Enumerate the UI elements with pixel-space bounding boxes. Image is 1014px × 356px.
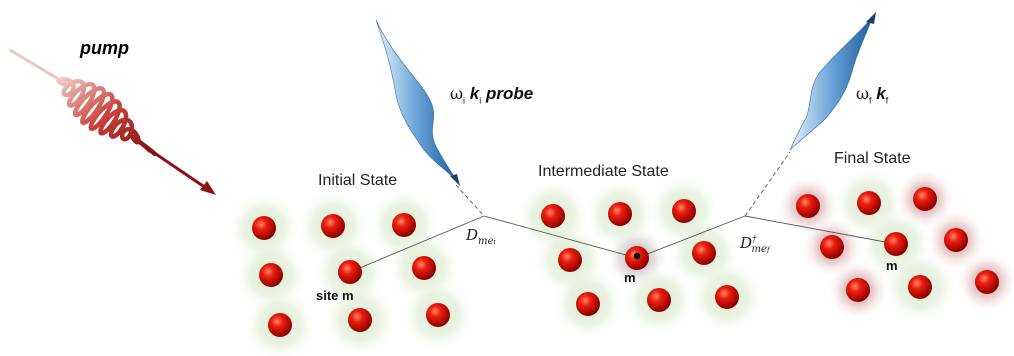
operator-out-sub: me [751,244,767,255]
final-atom-2 [857,191,881,215]
final-state-label: Final State [834,150,911,167]
intermediate-atom-3 [672,199,696,223]
probe-in-label: ωi ki probe [450,84,533,105]
initial-atom-2 [321,214,345,238]
path-vertex-2-to-final-m [744,215,897,245]
final-atom-9 [975,270,999,294]
probe-out-dashed-line [744,151,791,217]
path-vertex-1-to-m [483,215,638,259]
path-m-to-vertex-2 [636,215,746,259]
final-atom-7 [846,278,870,302]
operator-out-label: D†mef [740,234,770,255]
probe-in-arrowhead [450,174,460,186]
intermediate-atom-4 [558,248,582,272]
probe-in-k-sub: i [479,95,482,106]
final-atom-5 [884,232,908,256]
operator-in-sub: me [478,236,494,247]
probe-out-label: ωf kf [856,84,888,105]
intermediate-atom-7 [576,292,600,316]
pump-label: pump [80,38,129,58]
intermediate-atom-1 [541,204,565,228]
initial-atom-3 [392,213,416,237]
initial-state-label: Initial State [318,172,398,189]
initial-atom-7 [268,313,292,337]
initial-atom-8 [348,308,372,332]
probe-out-omega: ω [856,84,870,103]
final-atom-8 [908,275,932,299]
probe-in-pulse [375,19,460,186]
intermediate-atom-6 [692,241,716,265]
excited-site-marker [633,252,641,260]
final-atom-4 [820,235,844,259]
intermediate-atom-9 [715,285,739,309]
probe-in-omega: ω [450,84,464,103]
operator-in-symbol: D [466,226,479,244]
initial-atom-1 [252,216,276,240]
scattering-path [349,151,897,273]
operator-out-sub-index: f [766,246,770,254]
probe-in-dashed-line [455,184,485,217]
probe-in-k: k [469,84,480,103]
initial-atom-4 [259,263,283,287]
site-m-label: site m [316,288,354,303]
probe-in-word: probe [485,84,534,103]
intermediate-atom-2 [608,202,632,226]
initial-atom-6 [412,256,436,280]
probe-out-k: k [876,84,886,103]
probe-out-arrowhead [866,12,876,24]
intermediate-m-label: m [624,270,636,285]
operator-out-sup: † [752,235,757,245]
probe-in-omega-sub: i [463,95,466,106]
operator-in-label: Dmei [466,226,496,247]
initial-atom-5 [338,260,362,284]
final-atom-1 [796,194,820,218]
probe-out-pulse [789,12,876,151]
path-site-to-vertex-1 [349,215,485,273]
probe-out-k-sub: f [885,95,889,106]
intermediate-atom-8 [647,288,671,312]
probe-out-omega-sub: f [869,95,872,106]
intermediate-state-label: Intermediate State [538,163,669,180]
operator-in-sub-index: i [493,238,496,246]
final-atom-3 [913,187,937,211]
final-m-label: m [886,258,898,273]
final-atom-6 [944,228,968,252]
initial-atom-9 [426,303,450,327]
pump-arrowhead [200,181,216,195]
pump-beam [9,48,216,195]
operator-out-symbol: D [740,234,753,252]
